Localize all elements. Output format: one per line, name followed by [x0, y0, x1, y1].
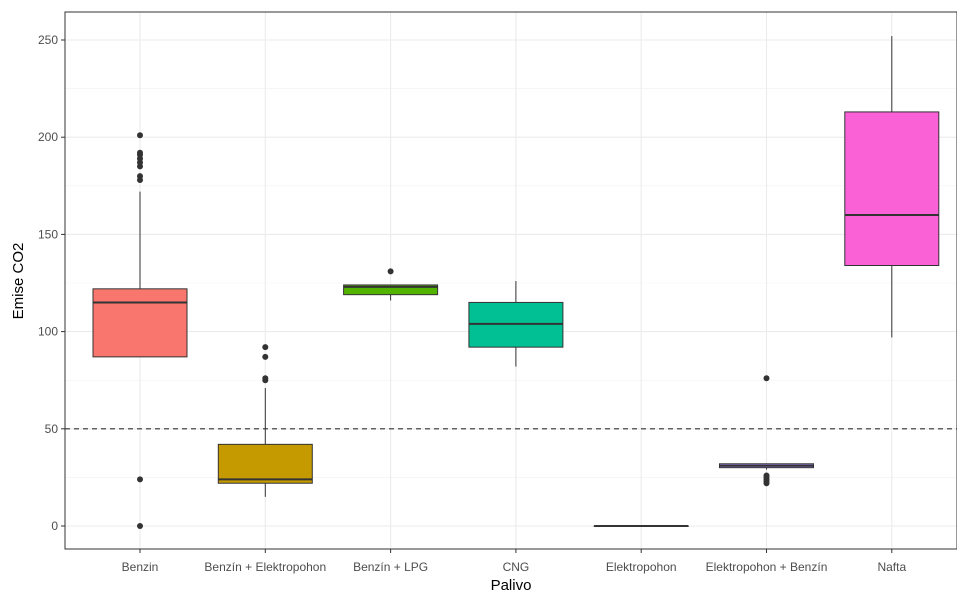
x-tick-label: Benzin — [122, 560, 159, 574]
outlier-point — [387, 268, 394, 275]
outlier-point — [137, 132, 143, 139]
panel-border — [64, 11, 957, 550]
box-3 — [343, 268, 439, 301]
x-tick-label: Benzín + LPG — [353, 560, 428, 574]
outlier-point — [137, 173, 143, 180]
box-iqr — [217, 443, 313, 484]
box-4 — [468, 281, 564, 367]
y-tick-label: 250 — [38, 33, 58, 47]
outlier-point — [763, 375, 770, 382]
box-iqr — [343, 284, 439, 296]
outlier-point — [262, 377, 269, 384]
boxes — [92, 36, 940, 529]
x-axis: Benzin Benzín + Elektropohon Benzín + LPG C… — [122, 549, 906, 574]
y-tick-label: 0 — [51, 519, 58, 533]
box-5 — [593, 525, 689, 527]
box-2 — [217, 344, 313, 497]
outlier-point — [137, 149, 143, 156]
y-axis: 0 50 100 150 200 250 — [38, 33, 65, 533]
box-7 — [844, 36, 940, 338]
outlier-point — [262, 344, 269, 351]
x-tick-label: Elektropohon + Benzín — [706, 560, 828, 574]
outlier-point — [137, 476, 143, 483]
x-tick-label: Elektropohon — [606, 560, 677, 574]
panel-background — [65, 12, 957, 549]
x-tick-label: Benzín + Elektropohon — [204, 560, 326, 574]
outlier-point — [137, 523, 143, 529]
outlier-point — [763, 472, 770, 479]
box-1 — [92, 132, 188, 529]
box-iqr — [92, 288, 188, 358]
y-tick-label: 100 — [38, 325, 58, 339]
box-iqr — [844, 111, 940, 267]
box-6 — [719, 375, 814, 487]
panel-fill — [65, 12, 957, 549]
y-axis-title: Emise CO2 — [10, 243, 27, 320]
x-tick-label: Nafta — [877, 560, 906, 574]
y-tick-label: 50 — [45, 422, 59, 436]
outlier-point — [262, 353, 269, 360]
x-axis-title: Palivo — [491, 577, 532, 592]
y-tick-label: 150 — [38, 227, 58, 241]
y-tick-label: 200 — [38, 130, 58, 144]
x-tick-label: CNG — [503, 560, 530, 574]
